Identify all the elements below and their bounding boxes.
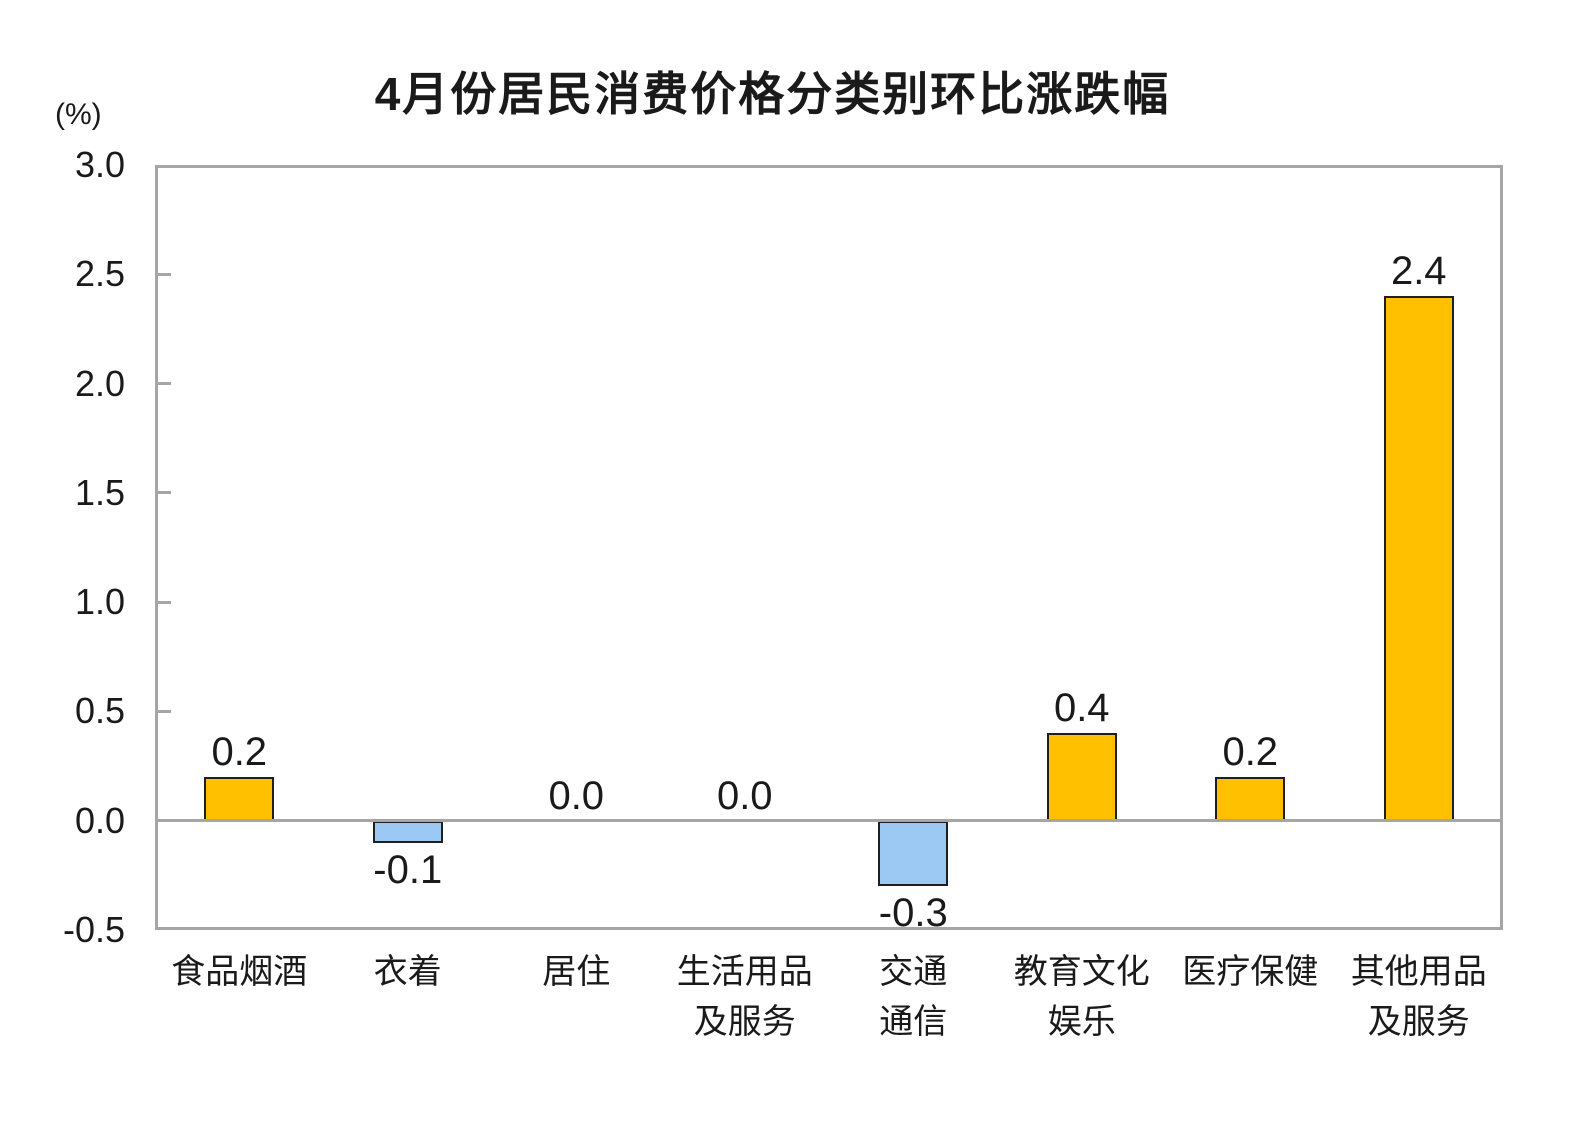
x-category-label: 其他用品 及服务 xyxy=(1350,953,1487,1041)
bar xyxy=(1046,733,1117,821)
x-category-label: 医疗保健 xyxy=(1182,953,1319,991)
bar xyxy=(204,777,275,821)
x-category-label: 教育文化 娱乐 xyxy=(1013,953,1150,1041)
x-category-label: 交通 通信 xyxy=(879,953,948,1041)
chart-title: 4月份居民消费价格分类别环比涨跌幅 xyxy=(374,68,1171,120)
y-tick-label: 1.0 xyxy=(74,581,125,623)
bar xyxy=(878,820,949,887)
y-tick-mark xyxy=(158,382,171,386)
bar-value-label: -0.1 xyxy=(373,847,443,892)
x-category-label: 食品烟酒 xyxy=(171,953,308,991)
bar-value-label: -0.3 xyxy=(878,891,948,936)
y-tick-label: 2.5 xyxy=(74,253,125,295)
y-tick-mark xyxy=(158,600,171,604)
bar-value-label: 0.2 xyxy=(1222,730,1279,774)
y-axis-unit-label: (%) xyxy=(55,98,102,131)
y-tick-label: -0.5 xyxy=(62,909,125,950)
x-category-label: 生活用品 及服务 xyxy=(676,953,813,1041)
bar xyxy=(1215,777,1286,821)
x-category-label: 衣着 xyxy=(373,953,442,991)
y-tick-mark xyxy=(158,491,171,495)
bar-value-label: 0.4 xyxy=(1053,686,1110,731)
bar-value-label: 0.2 xyxy=(211,730,268,774)
y-tick-mark xyxy=(158,709,171,713)
bar-value-label: 0.0 xyxy=(716,773,773,818)
plot-area xyxy=(155,165,1503,930)
y-tick-label: 0.5 xyxy=(74,690,125,732)
bar xyxy=(1383,296,1454,821)
zero-axis-line xyxy=(155,819,1503,823)
x-category-label: 居住 xyxy=(542,953,611,991)
bar xyxy=(372,820,443,843)
bar-value-label: 2.4 xyxy=(1390,249,1447,294)
y-tick-label: 0.0 xyxy=(74,799,125,841)
y-tick-label: 2.0 xyxy=(74,362,125,404)
y-tick-label: 1.5 xyxy=(74,471,125,513)
bar-value-label: 0.0 xyxy=(548,773,605,818)
y-tick-label: 3.0 xyxy=(74,144,125,185)
y-tick-mark xyxy=(158,272,171,276)
